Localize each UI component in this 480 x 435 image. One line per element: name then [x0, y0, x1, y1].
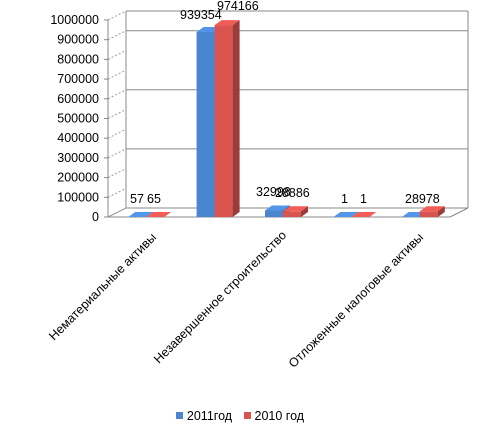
floor-right-edge: [449, 207, 469, 218]
bar-2010 год-top: [214, 20, 240, 26]
bar-2011год-front: [196, 31, 215, 217]
bar-2010 год-side: [232, 20, 240, 218]
legend-label-2010: 2010 год: [254, 408, 305, 423]
legend: 2011год 2010 год: [0, 408, 480, 423]
data-label: 65: [147, 192, 161, 206]
data-label: 57: [130, 192, 144, 206]
side-wall-gridline: [107, 168, 127, 179]
category-label: Отложенные налоговые активы: [286, 230, 426, 370]
legend-swatch-2010: [243, 412, 251, 419]
data-label: 939354: [180, 8, 222, 22]
data-label: 974166: [217, 0, 259, 13]
data-label: 1: [341, 192, 348, 206]
bar-2011год-front: [265, 210, 283, 217]
bar-2010 год-front: [283, 211, 301, 217]
bar-2010 год-front: [419, 211, 438, 217]
legend-label-2011: 2011год: [186, 408, 233, 423]
bar-2011год-top: [128, 211, 154, 217]
legend-item-2011: 2011год: [175, 408, 233, 423]
y-tick-label: 700000: [57, 72, 99, 86]
side-wall-gridline: [107, 128, 127, 139]
side-wall-gridline: [107, 187, 127, 198]
y-tick-label: 0: [92, 210, 99, 224]
side-wall-gridline: [107, 148, 127, 159]
side-wall-gridline: [107, 69, 127, 80]
bar-2011год-top: [333, 211, 359, 217]
y-tick-label: 600000: [57, 92, 99, 106]
bar-2010 год-side: [301, 206, 308, 217]
side-wall-gridline: [107, 10, 127, 21]
side-wall-gridline: [107, 89, 127, 100]
data-label: 28886: [275, 186, 310, 200]
y-tick-label: 1000000: [50, 13, 99, 27]
bar-2010 год-front: [214, 25, 233, 218]
y-tick-label: 800000: [57, 52, 99, 66]
bar-2010 год-top: [419, 206, 445, 212]
y-tick-label: 300000: [57, 151, 99, 165]
y-tick-label: 100000: [57, 190, 99, 204]
legend-item-2010: 2010 год: [243, 408, 305, 423]
y-tick-label: 200000: [57, 171, 99, 185]
y-tick-label: 400000: [57, 131, 99, 145]
category-label: Нематериальные активы: [46, 230, 159, 343]
y-tick-label: 500000: [57, 112, 99, 126]
data-label: 1: [360, 192, 367, 206]
side-wall-gridline: [107, 109, 127, 119]
data-label: 28978: [405, 192, 440, 206]
bar-2010 год-top: [146, 211, 172, 217]
bar-2010 год-top: [283, 206, 308, 212]
category-label: Незавершенное строительство: [151, 228, 289, 366]
bar-2010 год-side: [369, 211, 377, 217]
data-label: 32998: [256, 185, 291, 199]
bar-2010 год-side: [437, 206, 445, 217]
bar-2010 год-top: [351, 211, 377, 217]
legend-swatch-2011: [175, 412, 183, 419]
y-tick-label: 900000: [57, 33, 99, 47]
side-wall-gridline: [107, 49, 127, 60]
side-wall-gridline: [107, 207, 127, 218]
bar-2011год-top: [265, 205, 290, 211]
side-wall-gridline: [107, 30, 127, 41]
bar-2010 год-side: [164, 211, 172, 217]
